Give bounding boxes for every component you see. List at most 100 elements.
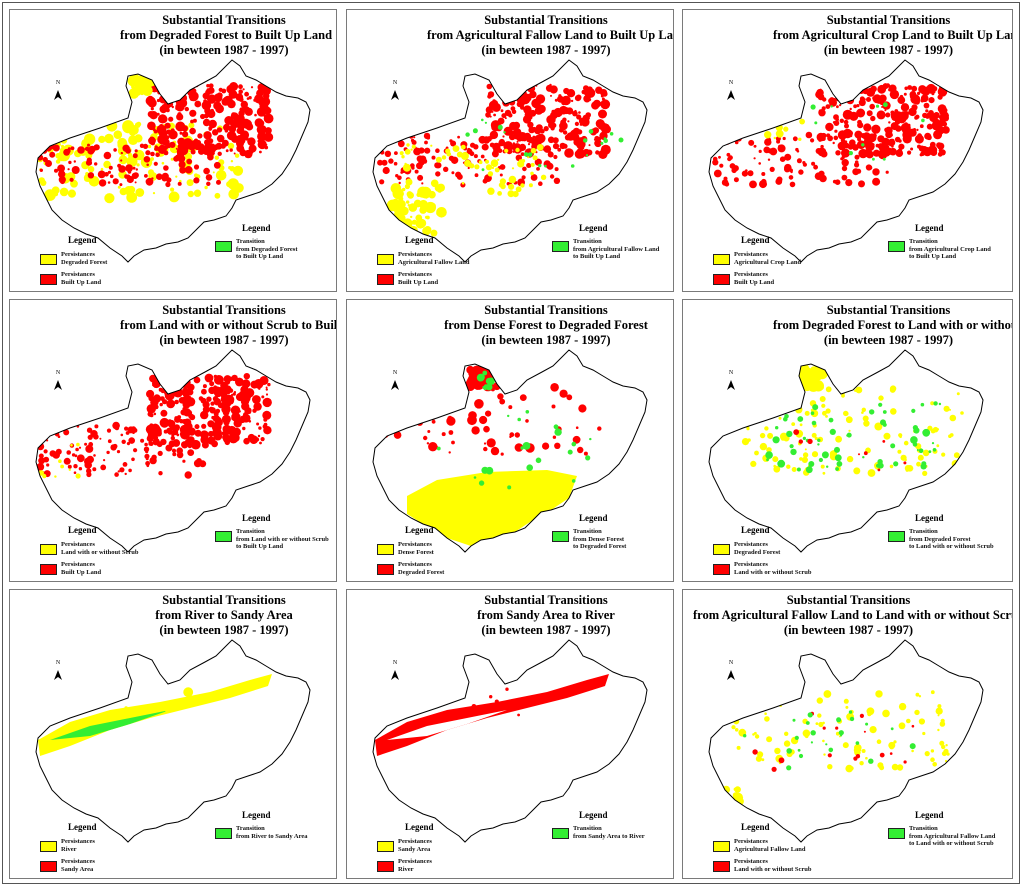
land-cover-patch (878, 395, 884, 401)
land-cover-patch (242, 392, 247, 397)
legend-heading: Legend (741, 525, 770, 535)
land-cover-patch (570, 164, 575, 168)
land-cover-patch (67, 147, 71, 151)
land-cover-patch (490, 159, 499, 167)
land-cover-patch (391, 393, 396, 398)
land-cover-patch (225, 149, 229, 153)
land-cover-patch (718, 793, 729, 804)
land-cover-patch (485, 466, 494, 475)
land-cover-patch (827, 135, 833, 142)
land-cover-patch (145, 177, 154, 186)
land-cover-patch (121, 439, 126, 444)
land-cover-patch (175, 106, 179, 110)
land-cover-patch (201, 423, 207, 429)
land-cover-patch (483, 442, 487, 445)
land-cover-patch (920, 98, 925, 103)
land-cover-patch (200, 113, 206, 120)
land-cover-patch (937, 94, 943, 100)
land-cover-patch (869, 103, 875, 110)
legend-swatch (713, 841, 730, 852)
land-cover-patch (522, 166, 527, 172)
land-cover-patch (152, 192, 156, 195)
land-cover-patch (206, 181, 211, 186)
land-cover-patch (828, 747, 834, 753)
land-cover-patch (152, 128, 156, 132)
land-cover-patch (743, 734, 747, 738)
land-cover-patch (197, 133, 203, 139)
land-cover-patch (503, 131, 506, 134)
panel-title-line: from Degraded Forest to Land with or wit… (773, 318, 1012, 332)
land-cover-patch (940, 111, 949, 121)
legend-label-line: Transition (573, 825, 602, 832)
land-cover-patch (841, 155, 845, 160)
legend-label: Persistances Agricultural Crop Land (734, 251, 801, 266)
land-cover-patch (165, 181, 171, 188)
land-cover-patch (30, 690, 36, 696)
land-cover-patch (55, 152, 62, 159)
land-cover-patch (241, 137, 245, 141)
land-cover-patch (457, 135, 460, 139)
legend-label: Transition from Sandy Area to River (573, 825, 645, 840)
land-cover-patch (570, 99, 574, 103)
land-cover-patch (392, 223, 402, 232)
land-cover-patch (799, 457, 803, 461)
land-cover-patch (228, 433, 239, 444)
land-cover-patch (528, 165, 531, 168)
legend-item-persistence-1: Persistances Dense Forest (377, 541, 434, 556)
land-cover-patch (408, 708, 412, 713)
land-cover-patch (166, 177, 172, 183)
land-cover-patch (792, 136, 798, 142)
land-cover-patch (158, 85, 167, 94)
land-cover-patch (861, 407, 866, 412)
legend-label-line: Persistances (734, 251, 768, 258)
land-cover-patch (170, 157, 174, 161)
land-cover-patch (485, 410, 492, 417)
land-cover-patch (146, 464, 150, 468)
land-cover-patch (189, 109, 197, 117)
legend-label-line: Transition (573, 238, 602, 245)
land-cover-patch (177, 181, 182, 186)
land-cover-patch (88, 442, 94, 447)
land-cover-patch (67, 168, 70, 171)
land-cover-patch (166, 95, 170, 100)
legend-label: Transition from Agricultural Crop Land to … (909, 238, 991, 261)
land-cover-patch (427, 430, 431, 433)
land-cover-patch (818, 721, 824, 728)
land-cover-patch (910, 436, 918, 444)
land-cover-patch (885, 170, 889, 174)
land-cover-patch (871, 124, 881, 134)
land-cover-patch (943, 405, 950, 412)
land-cover-patch (842, 742, 849, 749)
land-cover-patch (902, 125, 911, 135)
land-cover-patch (819, 396, 826, 402)
land-cover-patch (821, 403, 826, 408)
land-cover-patch (436, 446, 441, 451)
land-cover-patch (734, 728, 739, 732)
land-cover-patch (853, 104, 857, 109)
land-cover-patch (126, 155, 138, 167)
legend-swatch (377, 841, 394, 852)
land-cover-patch (822, 410, 827, 416)
land-cover-patch (175, 147, 178, 150)
land-cover-patch (766, 458, 769, 462)
land-cover-patch (99, 437, 102, 440)
land-cover-patch (489, 130, 499, 140)
legend-label: Transition from Agricultural Fallow Land t… (573, 238, 659, 261)
land-cover-patch (194, 424, 200, 430)
land-cover-patch (107, 181, 111, 184)
land-cover-patch (265, 143, 268, 146)
land-cover-patch (900, 103, 910, 112)
land-cover-patch (215, 170, 227, 181)
legend-label-line: Persistances (734, 838, 768, 845)
land-cover-patch (397, 175, 402, 181)
land-cover-patch (783, 416, 788, 422)
legend-label-line: from Dense Forest (573, 535, 625, 543)
land-cover-patch (36, 194, 45, 203)
land-cover-patch (149, 423, 154, 428)
land-cover-patch (397, 140, 405, 148)
land-cover-patch (498, 139, 506, 147)
land-cover-patch (759, 442, 768, 451)
district-map (35, 59, 311, 263)
land-cover-patch (47, 137, 55, 144)
land-cover-patch (769, 147, 778, 156)
